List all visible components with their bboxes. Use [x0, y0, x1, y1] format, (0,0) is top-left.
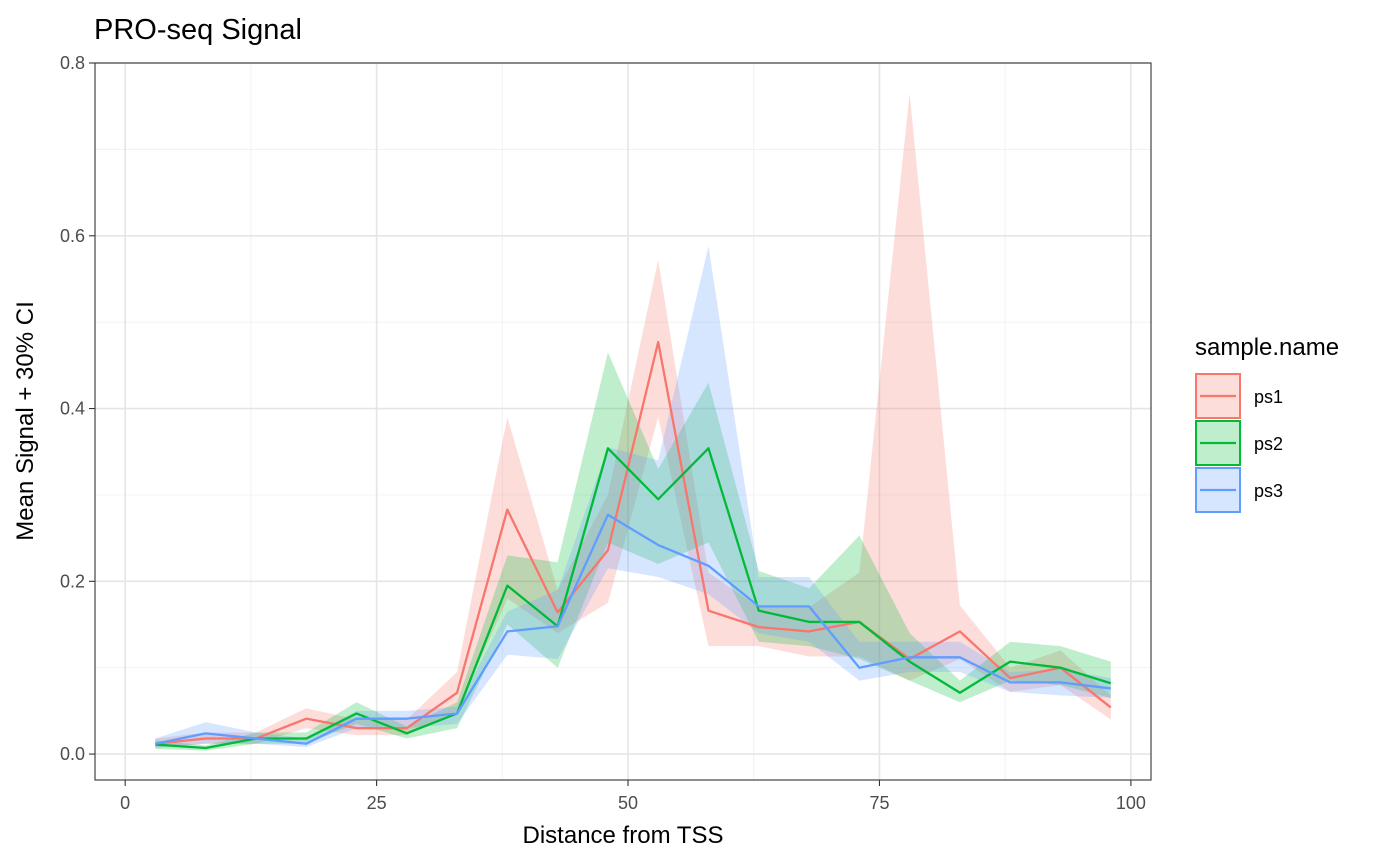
x-axis-title: Distance from TSS	[523, 822, 724, 849]
legend-items: ps1 ps2 ps3	[1195, 373, 1283, 513]
y-tick-label: 0.6	[60, 226, 85, 246]
x-tick-label: 25	[367, 793, 387, 813]
legend-label-ps3: ps3	[1254, 481, 1283, 501]
legend: sample.name ps1 ps2 ps3	[1195, 334, 1339, 513]
legend-title: sample.name	[1195, 334, 1339, 361]
x-tick-label: 50	[618, 793, 638, 813]
series-line-ps2	[155, 447, 1112, 750]
panel-border	[94, 62, 1152, 781]
legend-label-ps1: ps1	[1254, 387, 1283, 407]
series-line-ps3	[155, 513, 1111, 745]
ci-ribbons	[155, 93, 1111, 751]
legend-label-ps2: ps2	[1254, 434, 1283, 454]
x-tick-label: 100	[1116, 793, 1146, 813]
ci-ribbon-ps3	[155, 246, 1111, 749]
y-tick-label: 0.8	[60, 53, 85, 73]
ci-ribbon-ps2	[155, 352, 1111, 751]
y-tick-label: 0.4	[60, 399, 85, 419]
y-tick-label: 0.0	[60, 744, 85, 764]
ci-ribbon-ps1	[155, 93, 1111, 748]
series-line-ps1	[155, 340, 1112, 745]
axes: 0 25 50 75 100 0.0 0.2 0.4 0.6 0.8	[60, 53, 1146, 813]
chart-title: PRO-seq Signal	[94, 14, 302, 46]
series-lines	[155, 340, 1112, 750]
x-tick-label: 75	[869, 793, 889, 813]
y-tick-label: 0.2	[60, 571, 85, 591]
x-tick-label: 0	[120, 793, 130, 813]
y-axis-title: Mean Signal + 30% CI	[12, 301, 39, 540]
